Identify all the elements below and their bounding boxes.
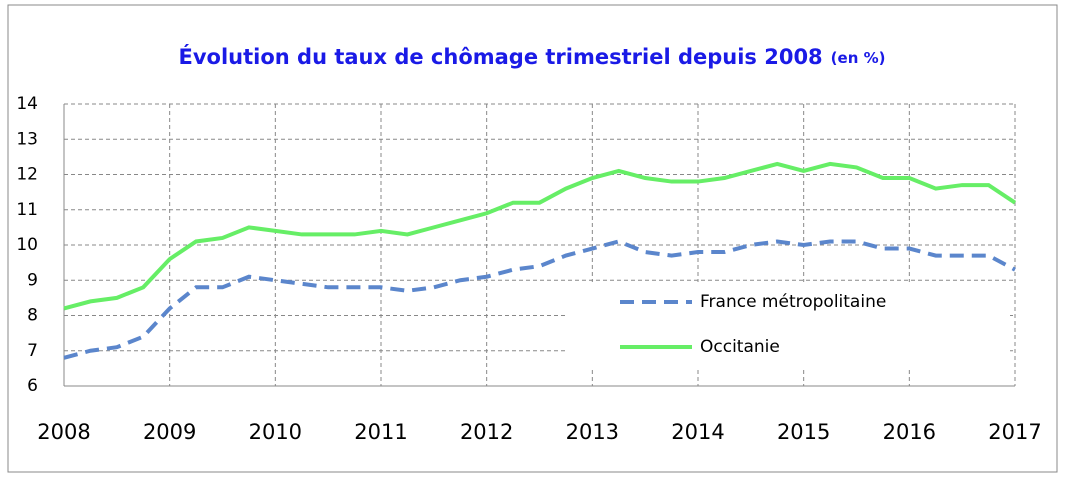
chart-frame	[7, 4, 1058, 473]
x-tick-label: 2017	[988, 420, 1041, 444]
x-tick-label: 2015	[777, 420, 830, 444]
y-tick-label: 10	[16, 235, 38, 255]
legend: France métropolitaine Occitanie	[565, 282, 1010, 370]
legend-label: Occitanie	[700, 337, 780, 357]
legend-label: France métropolitaine	[700, 292, 886, 312]
subtitle: (en %)	[831, 49, 886, 67]
chart-title: Évolution du taux de chômage trimestriel…	[179, 44, 886, 69]
x-tick-label: 2013	[566, 420, 619, 444]
series-line	[63, 161, 1017, 311]
x-tick-label: 2016	[883, 420, 936, 444]
y-tick-label: 7	[27, 341, 38, 361]
x-tick-label: 2009	[143, 420, 196, 444]
y-tick-label: 9	[27, 270, 38, 290]
title: Évolution du taux de chômage trimestriel…	[179, 44, 823, 69]
y-tick-label: 6	[27, 376, 38, 396]
x-tick-label: 2014	[671, 420, 724, 444]
y-tick-label: 11	[16, 200, 38, 220]
y-tick-label: 13	[16, 129, 38, 149]
x-tick-label: 2011	[354, 420, 407, 444]
x-tick-label: 2008	[37, 420, 90, 444]
y-tick-label: 8	[27, 306, 38, 326]
y-tick-label: 12	[16, 165, 38, 185]
legend-box	[565, 282, 1010, 370]
x-tick-label: 2012	[460, 420, 513, 444]
x-tick-label: 2010	[249, 420, 302, 444]
y-tick-label: 14	[16, 94, 38, 114]
series-line	[63, 239, 1016, 360]
